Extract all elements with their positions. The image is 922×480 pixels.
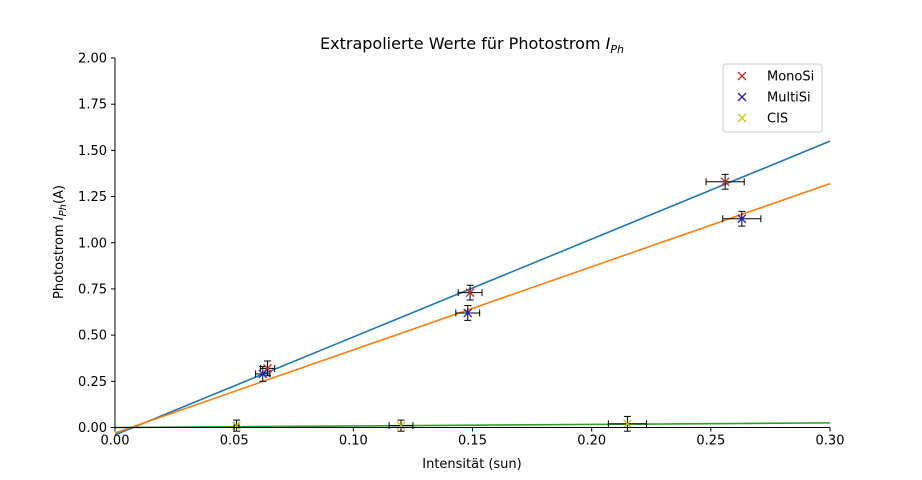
legend-marker-2 [737, 113, 747, 123]
x-tick-label-4: 0.20 [577, 434, 606, 449]
chart-title-subscript: Ph [610, 43, 624, 56]
y-axis-label: Photostrom IPh(A) [52, 185, 69, 299]
fit-lines [114, 140, 831, 436]
legend-marker-0 [737, 71, 747, 81]
y-axis-label-symbol: I [52, 216, 67, 220]
x-ticks: 0.00 0.05 0.10 0.15 0.20 0.25 0.30 [101, 427, 845, 449]
marker-1-1 [463, 308, 473, 318]
y-tick-label-6: 1.50 [78, 144, 107, 159]
y-ticks: 0.00 0.25 0.50 0.75 1.00 1.25 1.50 1.75 2.00 [78, 52, 115, 436]
legend: MonoSi MultiSi CIS [722, 63, 823, 133]
legend-box [722, 63, 823, 133]
marker-0-1 [465, 288, 475, 298]
x-tick-label-5: 0.25 [696, 434, 725, 449]
x-axis-label: Intensität (sun) [422, 457, 521, 472]
marker-2-2 [622, 419, 632, 429]
x-tick-label-6: 0.30 [816, 434, 845, 449]
chart-title: Extrapolierte Werte für Photostrom IPh [320, 34, 624, 56]
legend-marker-1 [737, 92, 747, 102]
marker-1-2 [737, 214, 747, 224]
legend-label-1: MultiSi [767, 91, 811, 106]
chart-title-text: Extrapolierte Werte für Photostrom [320, 34, 601, 53]
x-tick-label-3: 0.15 [458, 434, 487, 449]
error-bars [233, 173, 762, 432]
marker-2-1 [396, 421, 406, 431]
data-markers [232, 177, 747, 431]
y-tick-label-0: 0.00 [78, 421, 107, 436]
x-tick-label-1: 0.05 [220, 434, 249, 449]
y-tick-label-4: 1.00 [78, 236, 107, 251]
y-tick-label-8: 2.00 [78, 52, 107, 67]
y-tick-label-2: 0.50 [78, 329, 107, 344]
y-axis-label-subscript: Ph [58, 204, 69, 216]
x-tick-label-2: 0.10 [339, 434, 368, 449]
y-axis-label-text: Photostrom [52, 224, 67, 299]
legend-label-0: MonoSi [767, 70, 814, 85]
x-tick-label-0: 0.00 [101, 434, 130, 449]
y-tick-label-3: 0.75 [78, 282, 107, 297]
y-tick-label-1: 0.25 [78, 375, 107, 390]
chart-title-symbol: I [606, 34, 611, 53]
legend-label-2: CIS [767, 112, 788, 127]
fit-line-0 [114, 140, 831, 436]
fit-line-2 [114, 422, 831, 429]
y-axis-label-unit: (A) [52, 185, 67, 204]
fit-line-1 [114, 182, 831, 434]
y-tick-label-7: 1.75 [78, 98, 107, 113]
y-tick-label-5: 1.25 [78, 190, 107, 205]
marker-0-2 [720, 177, 730, 187]
marker-1-0 [258, 369, 268, 379]
